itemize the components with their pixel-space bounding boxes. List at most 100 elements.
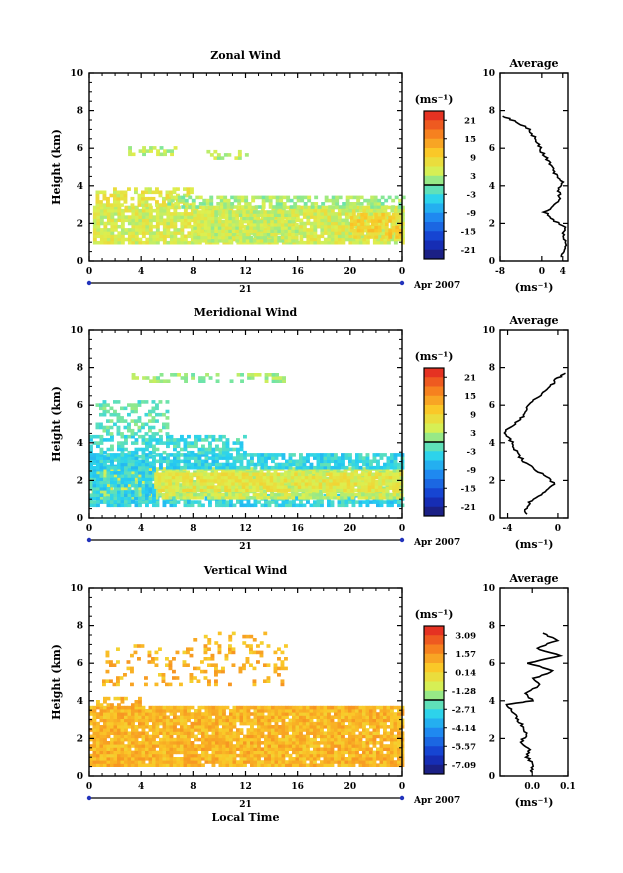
heatmap-cell [138, 734, 142, 739]
heatmap-cell [398, 235, 403, 239]
heatmap-cell [357, 482, 362, 486]
heatmap-cell [316, 218, 321, 223]
heatmap-cell [299, 500, 303, 504]
heatmap-cell [278, 465, 282, 470]
heatmap-cell [148, 483, 153, 488]
heatmap-cell [183, 237, 188, 242]
heatmap-cell [120, 499, 125, 504]
heatmap-cell [175, 475, 180, 480]
heatmap-cell [208, 753, 212, 758]
heatmap-cell [96, 208, 101, 213]
heatmap-cell [184, 373, 188, 377]
heatmap-cell [215, 715, 219, 719]
heatmap-cell [99, 500, 104, 504]
heatmap-cell [201, 744, 205, 748]
heatmap-cell [238, 470, 243, 474]
heatmap-cell [217, 232, 222, 237]
heatmap-cell [355, 205, 360, 210]
heatmap-cell [252, 482, 257, 486]
heatmap-cell [265, 195, 270, 200]
heatmap-cell [339, 485, 344, 489]
heatmap-cell [197, 712, 202, 716]
heatmap-cell [204, 450, 209, 455]
heatmap-cell [204, 497, 209, 501]
heatmap-cell [263, 235, 268, 240]
heatmap-cell [95, 203, 100, 207]
heatmap-cell [177, 195, 182, 200]
heatmap-cell [113, 412, 117, 417]
heatmap-cell [120, 212, 125, 216]
heatmap-cell [173, 747, 177, 751]
heatmap-cell [185, 488, 190, 493]
heatmap-cell [239, 444, 244, 449]
heatmap-cell [337, 234, 342, 239]
colorbar-tick-label: -9 [467, 209, 477, 219]
heatmap-cell [360, 225, 365, 230]
heatmap-cell [127, 434, 132, 439]
heatmap-cell [156, 152, 160, 157]
heatmap-cell [113, 187, 117, 191]
heatmap-cell [113, 718, 118, 723]
heatmap-cell [187, 747, 191, 751]
heatmap-cell [203, 226, 208, 230]
y-tick-label: 4 [77, 182, 83, 192]
heatmap-cell [152, 493, 156, 497]
heatmap-cell [109, 432, 114, 436]
heatmap-cell [341, 500, 345, 504]
heatmap-cell [375, 496, 379, 500]
heatmap-cell [155, 721, 160, 726]
heatmap-cell [134, 240, 139, 245]
heatmap-cell [182, 475, 187, 480]
heatmap-cell [357, 496, 362, 500]
heatmap-cell [159, 146, 164, 150]
heatmap-cell [239, 453, 244, 457]
heatmap-cell [131, 450, 135, 455]
heatmap-cell [353, 216, 358, 220]
heatmap-cell [220, 472, 225, 477]
heatmap-cell [308, 488, 313, 493]
heatmap-cell [172, 483, 176, 487]
heatmap-cell [376, 221, 381, 226]
heatmap-cell [211, 734, 216, 739]
heatmap-cell [131, 152, 136, 157]
heatmap-cell [248, 485, 253, 489]
heatmap-cell [102, 196, 107, 201]
heatmap-cell [176, 760, 181, 764]
heatmap-cell [116, 432, 121, 436]
heatmap-cell [171, 472, 176, 477]
heatmap-cell [207, 226, 212, 230]
heatmap-cell [162, 218, 167, 223]
heatmap-cell [270, 496, 274, 500]
heatmap-cell [197, 705, 202, 710]
heatmap-cell [134, 757, 139, 761]
heatmap-cell [152, 444, 156, 449]
heatmap-cell [172, 190, 177, 195]
heatmap-cell [92, 228, 97, 232]
heatmap-cell [249, 470, 253, 474]
heatmap-cell [365, 205, 370, 210]
heatmap-cell [254, 205, 259, 209]
heatmap-cell [159, 709, 163, 713]
heatmap-cell [155, 447, 160, 452]
heatmap-cell [106, 477, 111, 481]
heatmap-cell [341, 465, 345, 470]
heatmap-cell [385, 488, 390, 493]
heatmap-cell [96, 705, 100, 710]
heatmap-cell [180, 447, 184, 452]
heatmap-cell [200, 219, 205, 224]
heatmap-cell [145, 447, 149, 452]
heatmap-cell [124, 753, 128, 758]
profile-y-tick-label: 10 [482, 326, 495, 336]
heatmap-cell [113, 753, 118, 758]
heatmap-cell [145, 499, 149, 504]
heatmap-cell [273, 219, 278, 224]
heatmap-cell [245, 492, 250, 497]
heatmap-cell [196, 239, 201, 243]
heatmap-cell [197, 453, 202, 457]
heatmap-cell [341, 234, 346, 239]
heatmap-cell [162, 709, 167, 713]
heatmap-cell [277, 229, 282, 233]
heatmap-cell [197, 500, 202, 504]
heatmap-cell [201, 205, 206, 210]
heatmap-cell [124, 490, 128, 494]
